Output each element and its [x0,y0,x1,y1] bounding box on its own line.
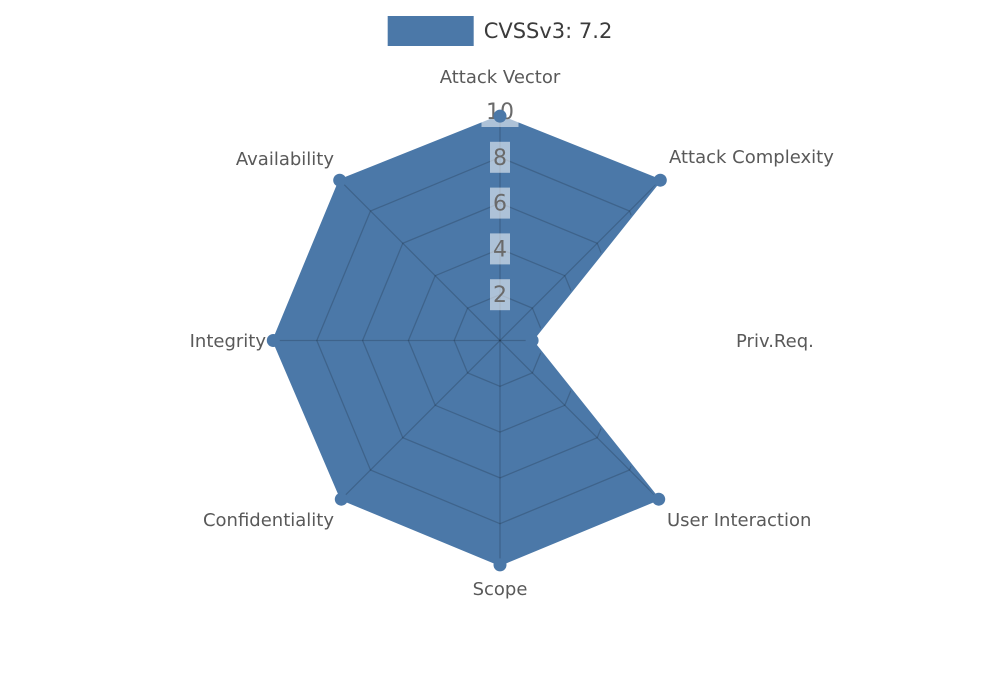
tick-label-4: 4 [490,233,510,265]
grid-ring-2 [453,293,547,388]
tick-label-box [490,187,510,219]
data-point-priv-req[interactable] [525,334,539,347]
grid-spoke-attack-complexity [499,178,661,341]
legend-label: CVSSv3: 7.2 [483,19,613,43]
grid-spoke-availability [337,178,501,341]
tick-value: 2 [493,283,507,308]
axis-label-user-interaction: User Interaction [667,510,811,531]
axis-label-availability: Availability [236,149,334,170]
tick-value: 6 [493,192,507,217]
tick-label-box [490,279,510,311]
axis-label-attack-vector: Attack Vector [440,67,561,88]
data-point-attack-vector[interactable] [493,109,507,123]
legend[interactable]: CVSSv3: 7.2 [387,16,613,46]
tick-label-box [490,233,510,265]
axis-label-integrity: Integrity [190,331,267,352]
tick-label-8: 8 [490,141,510,173]
data-point-confidentiality[interactable] [334,492,348,506]
data-point-attack-complexity[interactable] [653,173,667,187]
data-point-availability[interactable] [333,173,347,187]
radar-series-fill [273,116,661,565]
tick-value: 8 [493,146,507,171]
tick-label-box [490,141,510,173]
tick-label-2: 2 [490,279,510,311]
data-point-scope[interactable] [493,558,507,572]
legend-swatch-icon [387,16,474,46]
tick-label-6: 6 [490,187,510,219]
grid-spoke-user-interaction [499,340,661,503]
tick-value: 4 [493,237,507,262]
axis-label-attack-complexity: Attack Complexity [669,147,834,168]
axis-label-scope: Scope [473,579,528,600]
data-point-integrity[interactable] [266,334,280,347]
data-point-user-interaction[interactable] [652,492,666,506]
axis-label-confidentiality: Confidentiality [203,510,334,531]
grid-spoke-confidentiality [337,340,501,503]
axis-label-priv-req: Priv.Req. [736,331,814,352]
